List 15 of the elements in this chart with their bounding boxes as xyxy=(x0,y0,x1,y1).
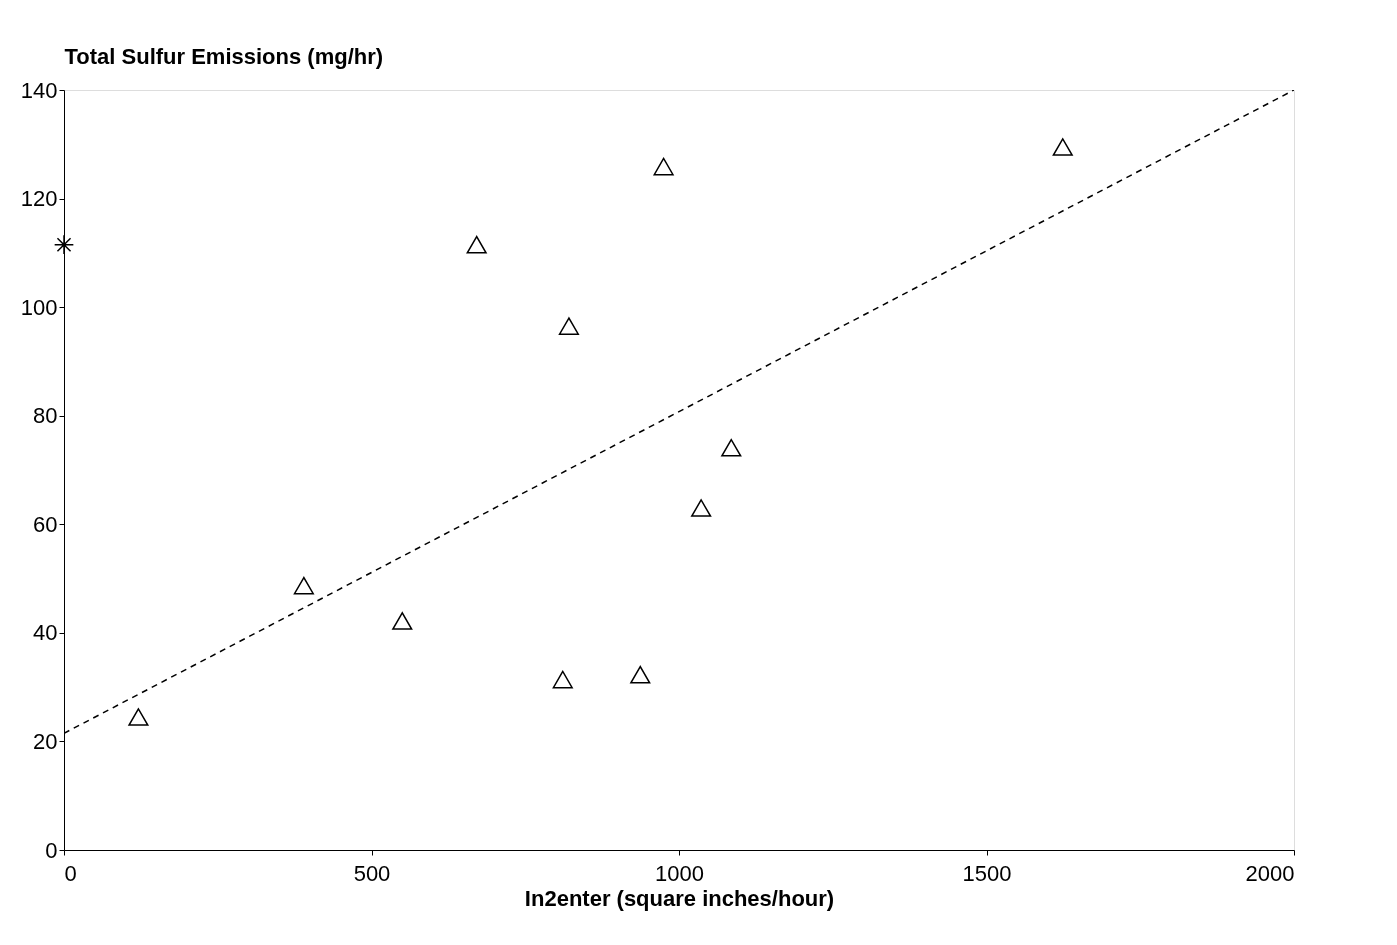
y-tick-label: 100 xyxy=(20,294,58,320)
y-axis-title: Total Sulfur Emissions (mg/hr) xyxy=(64,43,384,69)
y-tick-label: 40 xyxy=(33,620,58,646)
y-tick-label: 120 xyxy=(20,186,58,212)
x-tick-label: 500 xyxy=(353,860,391,886)
x-tick-label: 0 xyxy=(64,860,77,886)
x-tick-label: 1500 xyxy=(962,860,1012,886)
y-tick-label: 80 xyxy=(33,403,58,429)
y-tick-label: 0 xyxy=(45,837,58,863)
x-axis-title: In2enter (square inches/hour) xyxy=(524,885,835,911)
x-tick-label: 2000 xyxy=(1245,860,1295,886)
y-tick-label: 140 xyxy=(20,77,58,103)
x-tick-label: 1000 xyxy=(655,860,704,886)
y-tick-label: 20 xyxy=(33,728,58,754)
y-tick-label: 60 xyxy=(33,511,58,537)
